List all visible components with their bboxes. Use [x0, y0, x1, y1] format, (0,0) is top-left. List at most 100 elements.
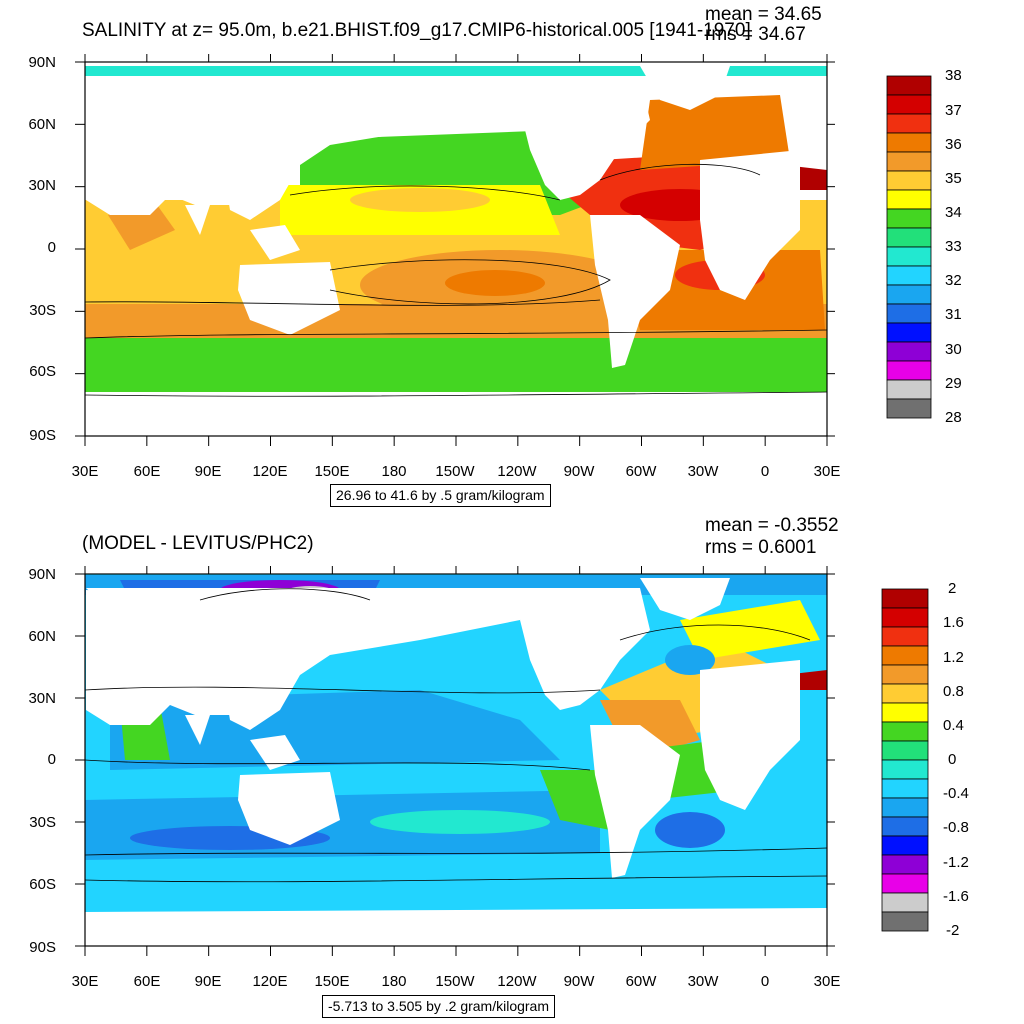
colorbar-swatch: [886, 322, 932, 343]
lon-label: 30W: [687, 973, 719, 990]
panel-bottom-info-box: -5.713 to 3.505 by .2 gram/kilogram: [322, 995, 556, 1018]
colorbar-label: 0.8: [943, 683, 964, 700]
colorbar-label: 37: [945, 102, 962, 119]
colorbar-label: 31: [945, 306, 962, 323]
colorbar-swatch: [886, 113, 932, 134]
colorbar-swatch: [886, 94, 932, 115]
panel-bottom-rms: rms = 0.6001: [705, 537, 817, 558]
colorbar-swatch: [881, 854, 929, 875]
colorbar-swatch: [881, 778, 929, 799]
colorbar-swatch: [881, 873, 929, 894]
lon-label: 60W: [625, 463, 657, 480]
colorbar-swatch: [881, 702, 929, 723]
colorbar-label: 34: [945, 204, 962, 221]
lon-label: 30E: [71, 463, 99, 480]
axis-ticks: [75, 54, 835, 956]
panel-bottom-title: (MODEL - LEVITUS/PHC2): [82, 533, 314, 554]
colorbar-swatch: [886, 303, 932, 324]
lon-label: 0: [760, 973, 770, 990]
colorbar-swatch: [881, 683, 929, 704]
colorbar-label: -1.6: [943, 888, 969, 905]
lon-label: 120W: [497, 973, 537, 990]
colorbar-swatch: [881, 797, 929, 818]
colorbar-label: 32: [945, 272, 962, 289]
colorbar-swatch: [881, 607, 929, 628]
lon-label: 60E: [133, 973, 161, 990]
lat-label: 0: [47, 751, 56, 768]
lat-label: 60S: [29, 363, 56, 380]
difference-map-bottom: [85, 574, 827, 946]
colorbar-swatch: [886, 246, 932, 267]
lat-label: 30S: [29, 302, 56, 319]
salinity-map-top: [85, 62, 827, 436]
colorbar-swatch: [881, 759, 929, 780]
lat-label: 60S: [29, 876, 56, 893]
colorbar-swatch: [886, 265, 932, 286]
colorbar-label: -2: [946, 922, 960, 939]
lat-label: 90S: [29, 427, 56, 444]
lat-label: 90N: [28, 54, 56, 71]
colorbar-label: 1.2: [943, 649, 964, 666]
colorbar-label: 0: [948, 751, 957, 768]
colorbar-bottom: [881, 588, 929, 932]
lon-label: 90W: [563, 973, 595, 990]
colorbar-swatch: [881, 835, 929, 856]
lon-label: 150E: [314, 973, 350, 990]
lat-label: 90S: [29, 939, 56, 956]
lon-label: 120E: [252, 973, 288, 990]
lat-label: 30S: [29, 814, 56, 831]
colorbar-swatch: [881, 911, 929, 932]
colorbar-swatch: [886, 151, 932, 172]
colorbar-swatch: [881, 664, 929, 685]
panel-top-info-box: 26.96 to 41.6 by .5 gram/kilogram: [330, 484, 551, 507]
lon-label: 30E: [813, 973, 841, 990]
colorbar-swatch: [881, 892, 929, 913]
lat-label: 30N: [28, 690, 56, 707]
lat-label: 30N: [28, 177, 56, 194]
colorbar-label: 38: [945, 67, 962, 84]
colorbar-label: 33: [945, 238, 962, 255]
colorbar-swatch: [881, 816, 929, 837]
lon-label: 90E: [194, 463, 222, 480]
colorbar-label: -0.4: [943, 785, 969, 802]
colorbar-swatch: [886, 341, 932, 362]
panel-top-mean: mean = 34.65: [705, 4, 822, 25]
colorbar-swatch: [886, 75, 932, 96]
lat-label: 60N: [28, 116, 56, 133]
lon-label: 180: [381, 463, 407, 480]
colorbar-swatch: [886, 132, 932, 153]
lat-label: 90N: [28, 566, 56, 583]
colorbar-label: 29: [945, 375, 962, 392]
colorbar-top: [886, 75, 932, 419]
lon-label: 30W: [687, 463, 719, 480]
lon-label: 30E: [71, 973, 99, 990]
colorbar-swatch: [886, 189, 932, 210]
colorbar-label: -0.8: [943, 819, 969, 836]
lon-label: 120W: [497, 463, 537, 480]
colorbar-swatch: [881, 645, 929, 666]
colorbar-swatch: [881, 626, 929, 647]
colorbar-swatch: [886, 360, 932, 381]
colorbar-swatch: [881, 740, 929, 761]
panel-bottom-mean: mean = -0.3552: [705, 515, 839, 536]
lon-label: 30E: [813, 463, 841, 480]
colorbar-label: 0.4: [943, 717, 964, 734]
colorbar-label: -1.2: [943, 854, 969, 871]
colorbar-swatch: [886, 398, 932, 419]
colorbar-swatch: [886, 284, 932, 305]
panel-top-title: SALINITY at z= 95.0m, b.e21.BHIST.f09_g1…: [82, 20, 751, 41]
colorbar-swatch: [881, 721, 929, 742]
lon-label: 150W: [435, 463, 475, 480]
lon-label: 150E: [314, 463, 350, 480]
lon-label: 60W: [625, 973, 657, 990]
lon-label: 180: [381, 973, 407, 990]
lat-label: 60N: [28, 628, 56, 645]
panel-top-rms: rms = 34.67: [705, 24, 806, 45]
colorbar-swatch: [886, 208, 932, 229]
lat-label: 0: [47, 239, 56, 256]
colorbar-label: 28: [945, 409, 962, 426]
lon-label: 150W: [435, 973, 475, 990]
colorbar-label: 2: [948, 580, 957, 597]
lon-label: 60E: [133, 463, 161, 480]
